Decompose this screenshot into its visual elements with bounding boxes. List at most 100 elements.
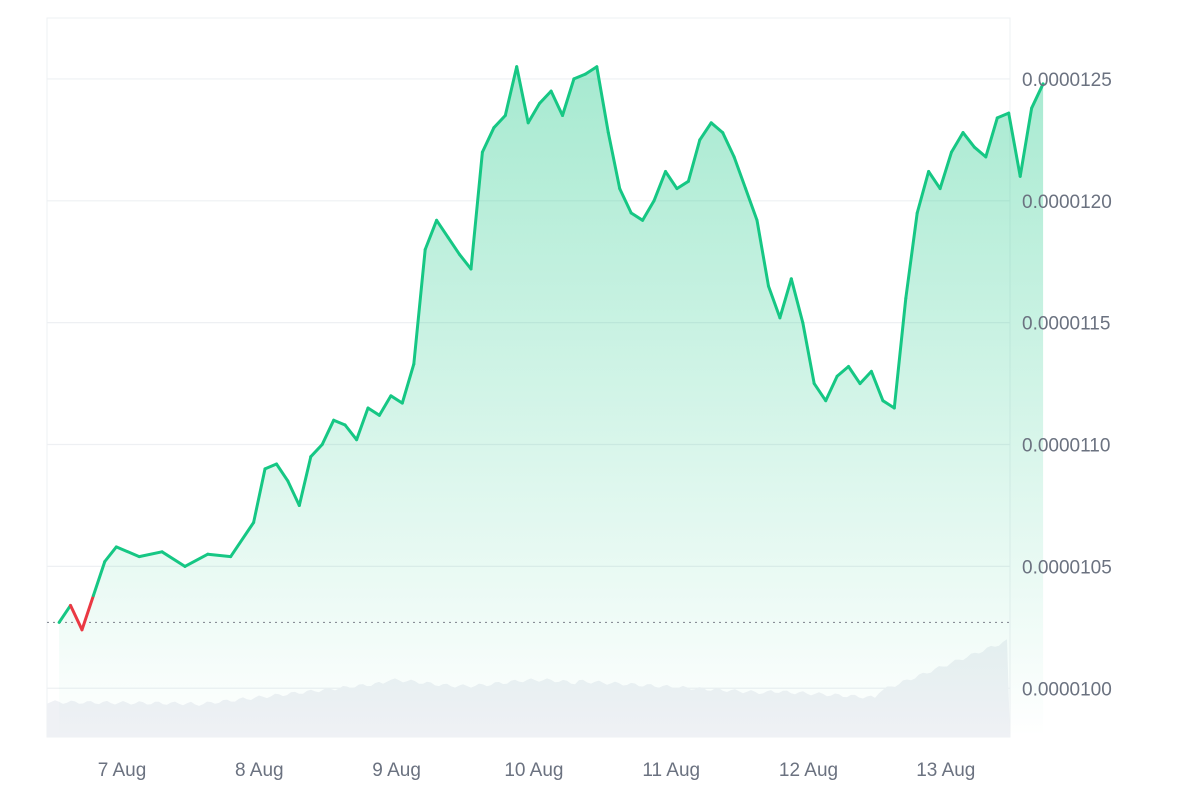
x-tick-label-3: 10 Aug: [504, 760, 563, 781]
price-line-segment: [629, 211, 645, 222]
price-line-segment: [984, 116, 999, 159]
price-line-segment: [858, 369, 873, 386]
price-line-segment: [480, 126, 496, 154]
price-line-segment: [515, 65, 530, 125]
price-line-segment: [778, 277, 793, 320]
price-line-segment: [366, 406, 381, 417]
price-line-segment: [652, 170, 667, 203]
price-line-segment: [492, 114, 507, 130]
price-line-segment: [915, 170, 931, 215]
area-layer: [59, 66, 1044, 737]
price-line-segment: [377, 394, 393, 417]
y-tick-label-0: 0.0000100: [1022, 679, 1112, 700]
price-line-segment: [435, 218, 450, 239]
y-tick-label-1: 0.0000105: [1022, 557, 1112, 578]
price-line-segment: [1030, 82, 1045, 110]
price-line-segment: [309, 443, 324, 459]
price-line-segment: [972, 145, 988, 159]
price-line-segment: [847, 365, 862, 386]
price-line-segment: [538, 89, 553, 105]
price-line-segment: [721, 131, 736, 159]
price-line-segment: [423, 218, 439, 251]
price-line-segment: [263, 462, 278, 471]
price-area-fill: [59, 66, 1044, 737]
price-line-segment: [526, 101, 542, 125]
price-line-segment: [160, 550, 187, 568]
price-line-segment: [755, 218, 770, 288]
price-line-segment: [606, 131, 622, 191]
price-line-segment: [938, 150, 953, 191]
price-line-segment: [114, 545, 141, 559]
price-line-segment: [995, 111, 1011, 120]
price-line-segment: [332, 418, 347, 427]
price-line-segment: [961, 131, 976, 149]
x-tick-label-4: 11 Aug: [642, 760, 700, 781]
price-line-segment: [320, 418, 336, 446]
price-line-segment: [904, 211, 919, 300]
price-line-segment: [572, 72, 587, 81]
price-line-segment: [343, 423, 359, 442]
price-line-segment: [835, 365, 850, 378]
price-line-segment: [595, 65, 610, 135]
price-line-segment: [892, 296, 908, 410]
price-line-segment: [789, 277, 805, 325]
price-line-segment: [57, 603, 72, 624]
price-line-segment: [950, 131, 965, 154]
price-line-segment: [503, 65, 519, 117]
price-line-segment: [275, 462, 290, 483]
price-line-segment: [583, 65, 599, 76]
x-tick-label-0: 7 Aug: [98, 760, 147, 781]
price-line-segment: [927, 170, 942, 191]
price-line-segment: [1018, 106, 1034, 178]
price-line-segment: [458, 252, 473, 271]
price-line-segment: [812, 382, 828, 403]
price-line-segment: [183, 552, 210, 568]
price-line-segment: [355, 406, 370, 442]
price-line-segment: [618, 187, 633, 215]
price-line-segment: [881, 399, 896, 410]
price-line-segment: [869, 369, 885, 403]
price-line-segment: [206, 552, 233, 559]
price-line-segment: [446, 235, 461, 256]
price-line-segment: [252, 467, 267, 524]
price-line-segment: [297, 455, 313, 507]
x-tick-label-5: 12 Aug: [779, 760, 838, 781]
price-line-segment: [229, 521, 256, 559]
price-line-segment: [767, 284, 782, 320]
price-line-segment: [664, 170, 679, 191]
price-line-segment: [686, 138, 702, 183]
price-line-segment: [137, 550, 164, 559]
price-line-segment: [389, 394, 404, 405]
price-line-segment: [561, 77, 576, 117]
x-tick-label-1: 8 Aug: [235, 760, 284, 781]
price-line-segment: [709, 121, 725, 135]
price-line-segment: [400, 362, 416, 405]
price-line-segment: [103, 545, 118, 563]
price-line-segment: [801, 321, 816, 386]
price-line-segment: [412, 248, 427, 366]
price-line-segment: [91, 560, 107, 598]
price-line-segment: [824, 374, 839, 403]
price-line-segment: [69, 603, 84, 632]
price-line-segment: [469, 150, 484, 271]
price-line-segment: [80, 594, 95, 632]
price-line-segment: [1007, 111, 1022, 178]
price-line-segment: [641, 199, 656, 222]
y-axis-ticks: 0.0000100 0.0000105 0.0000110 0.0000115 0.00…: [1022, 70, 1112, 700]
price-line-segment: [549, 89, 564, 117]
x-tick-label-2: 9 Aug: [372, 760, 421, 781]
y-tick-label-4: 0.0000120: [1022, 192, 1112, 213]
price-line-segment: [286, 479, 301, 507]
line-layer: [57, 65, 1045, 632]
price-line-segment: [732, 155, 748, 191]
y-tick-label-3: 0.0000115: [1022, 314, 1110, 335]
x-tick-label-6: 13 Aug: [916, 760, 975, 781]
x-axis-ticks: 7 Aug 8 Aug 9 Aug 10 Aug 11 Aug 12 Aug 13 Aug: [98, 760, 976, 781]
price-line-segment: [698, 121, 713, 142]
price-line-segment: [675, 179, 690, 191]
price-line-segment: [744, 187, 759, 222]
y-tick-label-2: 0.0000110: [1022, 436, 1110, 457]
y-tick-label-5: 0.0000125: [1022, 70, 1112, 91]
